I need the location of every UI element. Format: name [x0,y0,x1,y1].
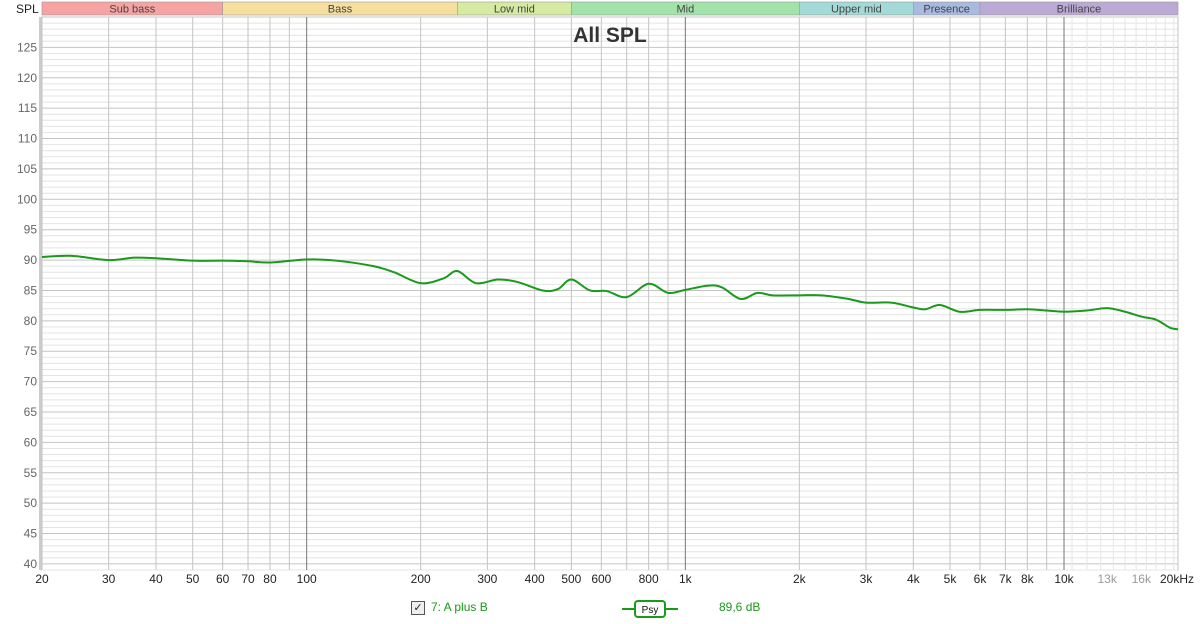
x-tick-label: 2k [793,572,807,586]
x-tick-label: 800 [639,572,659,586]
series-visibility-checkbox[interactable]: ✓ [411,601,425,615]
x-tick-label: 7k [999,572,1013,586]
x-tick-label: 60 [216,572,230,586]
x-tick-label: 6k [974,572,988,586]
y-tick-label: 55 [24,466,38,480]
y-tick-label: 125 [17,40,37,54]
x-tick-label: 10k [1054,572,1074,586]
band-label: Mid [676,4,694,16]
chart-title: All SPL [573,24,647,47]
y-tick-label: 100 [17,192,37,206]
x-tick-label: 5k [944,572,958,586]
x-tick-label: 100 [297,572,317,586]
y-tick-label: 75 [24,344,38,358]
plot-left-edge [39,17,42,570]
plot-area [41,16,1179,571]
x-tick-label: 20kHz [1160,572,1194,586]
x-tick-label: 80 [263,572,277,586]
y-tick-label: 115 [18,101,37,115]
y-axis-label: SPL [16,2,39,16]
y-tick-label: 95 [24,223,38,237]
y-tick-label: 110 [18,132,37,146]
band-label: Sub bass [109,4,155,16]
series-line-0 [41,254,1179,331]
band-brilliance [979,1,1179,16]
y-tick-label: 45 [24,527,38,541]
y-tick-label: 65 [24,405,38,419]
smoothing-badge[interactable]: Psy [622,599,678,619]
smoothing-label: Psy [642,605,659,616]
x-tick-label: 30 [102,572,116,586]
x-tick-label: 1k [679,572,693,586]
band-label: Bass [328,4,353,16]
y-tick-label: 40 [24,557,38,571]
y-tick-label: 50 [24,496,38,510]
series-name[interactable]: 7: A plus B [431,600,488,614]
x-tick-label: 400 [525,572,545,586]
x-tick-label: 3k [860,572,874,586]
y-tick-label: 90 [24,253,38,267]
x-tick-label: 40 [149,572,163,586]
y-tick-label: 80 [24,314,38,328]
x-tick-label: 20 [35,572,49,586]
x-tick-label: 8k [1021,572,1035,586]
y-tick-label: 85 [24,283,38,297]
band-label: Upper mid [831,4,882,16]
x-tick-label: 70 [241,572,255,586]
band-label: Presence [923,4,969,16]
x-tick-label: 50 [186,572,200,586]
series-average-value: 89,6 dB [719,600,761,614]
x-tick-label: 600 [591,572,611,586]
x-tick-label: 13k [1097,572,1117,586]
x-tick-label: 500 [561,572,581,586]
y-tick-label: 70 [24,375,38,389]
x-tick-label: 16k [1132,572,1152,586]
y-tick-label: 60 [24,435,38,449]
band-label: Brilliance [1057,4,1102,16]
y-tick-label: 105 [17,162,37,176]
x-tick-label: 200 [411,572,431,586]
x-tick-label: 300 [477,572,497,586]
x-tick-label: 4k [907,572,921,586]
y-tick-label: 120 [17,71,37,85]
band-label: Low mid [494,4,535,16]
